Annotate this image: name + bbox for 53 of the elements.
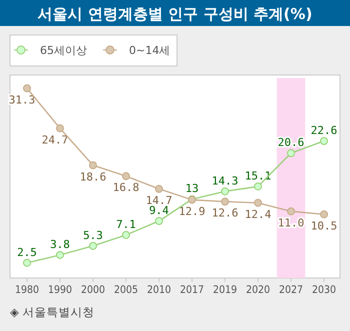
point (23, 258, 31, 267)
point (254, 198, 262, 207)
point (155, 184, 163, 193)
x-tick-label: 1980 (14, 284, 40, 296)
data-label: 7.1 (116, 218, 136, 231)
data-label: 12.4 (244, 208, 272, 221)
point (89, 242, 97, 250)
x-tick-label: 2030 (312, 284, 336, 296)
data-label: 9.4 (149, 204, 170, 218)
data-label: 18.6 (80, 170, 106, 184)
data-label: 2.5 (17, 246, 37, 259)
data-label: 10.5 (310, 219, 338, 232)
data-label: 16.8 (112, 181, 140, 194)
point (254, 182, 262, 190)
data-label: 22.6 (310, 124, 338, 138)
x-tick-label: 2005 (114, 284, 138, 296)
data-label: 14.3 (212, 174, 238, 188)
data-label: 24.7 (42, 133, 68, 146)
x-tick-label: 2010 (146, 284, 172, 296)
data-label: 3.8 (50, 238, 70, 251)
x-tick-label: 1990 (48, 284, 72, 296)
data-label: 15.1 (244, 169, 272, 182)
point (89, 161, 97, 170)
legend-label: 0~14세 (129, 44, 170, 57)
point (221, 198, 229, 206)
data-label: 5.3 (83, 228, 103, 242)
text: ◈ 서울특별시청 (10, 305, 94, 319)
x-tick-label: 2027 (278, 284, 304, 296)
x-tick-label: 2017 (180, 284, 204, 296)
data-label: 11.0 (278, 216, 304, 230)
data-label: 12.6 (212, 206, 238, 220)
x-tick-label: 2019 (212, 284, 238, 296)
point (56, 124, 64, 132)
point (56, 250, 64, 259)
point (155, 217, 163, 226)
point (122, 230, 130, 239)
point (122, 172, 130, 180)
x-tick-label: 2000 (80, 284, 106, 296)
point (287, 149, 295, 158)
data-label: 14.7 (146, 194, 172, 207)
point (320, 210, 328, 218)
point (221, 187, 229, 196)
legend-label: 65세이상 (40, 44, 87, 57)
point (23, 84, 31, 92)
data-label: 13 (185, 182, 199, 196)
point (320, 137, 328, 146)
data-label: 20.6 (278, 136, 304, 150)
chart-title: 서울시 연령계층별 인구 구성비 추계(%) (38, 5, 312, 23)
data-label: 31.3 (8, 93, 36, 106)
x-tick-label: 2020 (246, 284, 270, 296)
point (287, 207, 295, 216)
data-label: 12.9 (178, 204, 206, 218)
title-bar: 서울시 연령계층별 인구 구성비 추계(%) (0, 0, 350, 26)
